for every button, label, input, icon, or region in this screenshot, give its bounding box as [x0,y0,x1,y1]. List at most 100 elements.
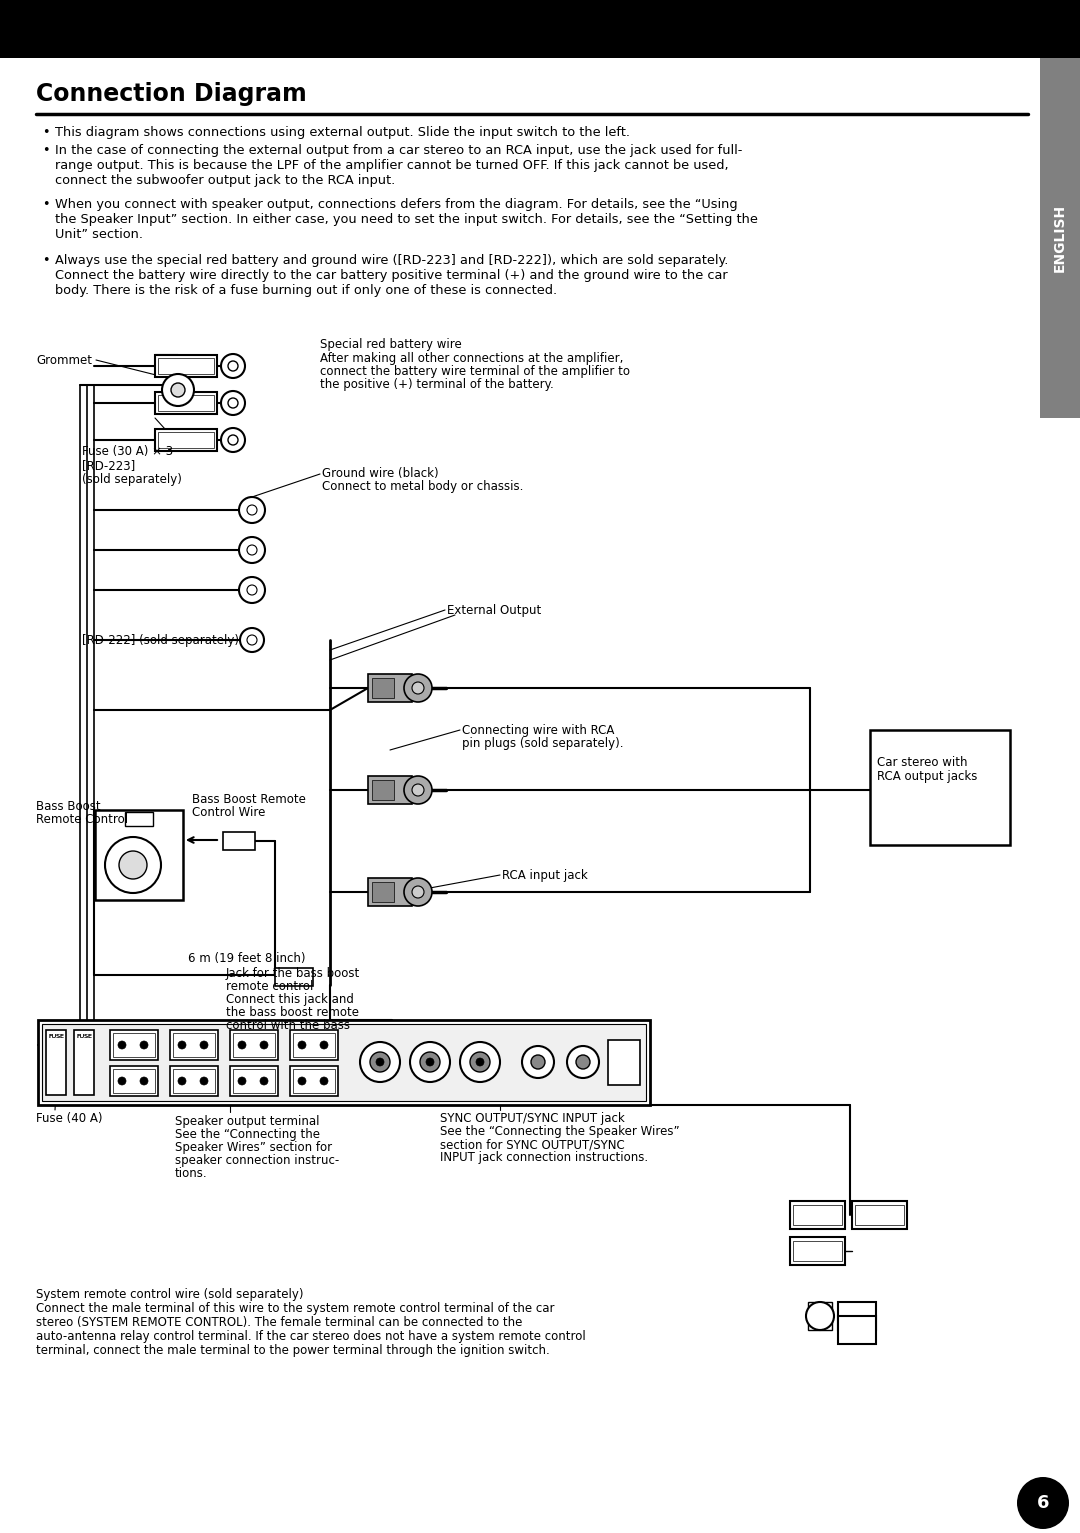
Text: In the case of connecting the external output from a car stereo to an RCA input,: In the case of connecting the external o… [55,144,742,156]
Circle shape [806,1302,834,1331]
Text: FUSE: FUSE [76,1033,92,1039]
Circle shape [228,399,238,408]
Text: Grommet: Grommet [36,354,92,366]
Circle shape [140,1041,148,1049]
Bar [158,359,214,374]
Bar [156,392,217,414]
Text: pin plugs (sold separately).: pin plugs (sold separately). [462,737,623,750]
Text: Bass Boost Remote: Bass Boost Remote [192,793,306,806]
Text: Control Wire: Control Wire [192,806,266,819]
Bar [125,812,153,826]
Text: This diagram shows connections using external output. Slide the input switch to : This diagram shows connections using ext… [55,126,630,140]
Bar [156,356,217,377]
Text: connect the battery wire terminal of the amplifier to: connect the battery wire terminal of the… [320,365,630,379]
Text: RCA input jack: RCA input jack [502,869,588,881]
Text: System remote control wire (sold separately): System remote control wire (sold separat… [36,1288,303,1302]
Circle shape [426,1058,434,1065]
Bar [291,1065,338,1096]
Text: Always use the special red battery and ground wire ([RD-223] and [RD-222]), whic: Always use the special red battery and g… [55,254,728,267]
Text: •: • [42,144,50,156]
Text: Connecting wire with RCA: Connecting wire with RCA [462,724,615,737]
Text: Connect to metal body or chassis.: Connect to metal body or chassis. [322,480,524,494]
Text: •: • [42,126,50,140]
Bar [173,1069,215,1093]
Text: the Speaker Input” section. In either case, you need to set the input switch. Fo: the Speaker Input” section. In either ca… [55,213,758,225]
Circle shape [140,1078,148,1085]
Circle shape [410,1042,450,1082]
Text: Connect the battery wire directly to the car battery positive terminal (+) and t: Connect the battery wire directly to the… [55,268,728,282]
Circle shape [404,675,432,702]
Bar [222,832,255,849]
Circle shape [239,497,265,523]
Circle shape [178,1041,186,1049]
Bar [275,967,313,986]
Text: Speaker Wires” section for: Speaker Wires” section for [175,1141,333,1154]
Text: remote control: remote control [226,980,313,993]
Text: [RD-223]: [RD-223] [82,458,135,472]
Bar [95,809,183,900]
Circle shape [1017,1476,1069,1528]
Text: tions.: tions. [175,1167,207,1180]
Text: stereo (SYSTEM REMOTE CONTROL). The female terminal can be connected to the: stereo (SYSTEM REMOTE CONTROL). The fema… [36,1315,523,1329]
Text: Connect the male terminal of this wire to the system remote control terminal of : Connect the male terminal of this wire t… [36,1302,554,1315]
Text: SYNC OUTPUT/SYNC INPUT jack: SYNC OUTPUT/SYNC INPUT jack [440,1111,624,1125]
Circle shape [370,1052,390,1072]
Circle shape [260,1078,268,1085]
Circle shape [460,1042,500,1082]
Circle shape [118,1041,126,1049]
Bar [1040,58,1080,419]
Circle shape [105,837,161,894]
Text: Bass Boost: Bass Boost [36,800,100,812]
Bar [233,1069,275,1093]
Circle shape [376,1058,384,1065]
Text: section for SYNC OUTPUT/SYNC: section for SYNC OUTPUT/SYNC [440,1137,624,1151]
Circle shape [247,546,257,555]
Circle shape [238,1041,246,1049]
Bar [233,1033,275,1056]
Bar [170,1030,218,1059]
Text: Fuse (40 A): Fuse (40 A) [36,1111,103,1125]
Bar [170,1065,218,1096]
Bar [368,878,411,906]
Bar [42,1024,646,1101]
Text: the positive (+) terminal of the battery.: the positive (+) terminal of the battery… [320,379,554,391]
Circle shape [320,1078,328,1085]
Bar [230,1065,278,1096]
Bar [372,881,394,901]
Text: speaker connection instruc-: speaker connection instruc- [175,1154,339,1167]
Circle shape [238,1078,246,1085]
Text: auto-antenna relay control terminal. If the car stereo does not have a system re: auto-antenna relay control terminal. If … [36,1331,585,1343]
Bar [110,1065,158,1096]
Circle shape [360,1042,400,1082]
Text: connect the subwoofer output jack to the RCA input.: connect the subwoofer output jack to the… [55,175,395,187]
Circle shape [567,1046,599,1078]
Circle shape [239,537,265,563]
Circle shape [247,586,257,595]
Text: Connect this jack and: Connect this jack and [226,993,354,1006]
Text: body. There is the risk of a fuse burning out if only one of these is connected.: body. There is the risk of a fuse burnin… [55,284,557,297]
Circle shape [221,391,245,415]
Circle shape [404,776,432,803]
Bar [838,1315,876,1344]
Text: FUSE: FUSE [76,1033,92,1039]
Circle shape [247,635,257,645]
Circle shape [221,428,245,452]
Bar [291,1030,338,1059]
Text: Special red battery wire: Special red battery wire [320,337,462,351]
Bar [372,678,394,698]
Text: FUSE: FUSE [49,1033,64,1039]
Circle shape [119,851,147,878]
Text: the bass boost remote: the bass boost remote [226,1006,359,1019]
Circle shape [240,629,264,652]
Text: [RD-222] (sold separately): [RD-222] (sold separately) [82,635,239,647]
Circle shape [320,1041,328,1049]
Bar [0,0,1080,58]
Text: •: • [42,254,50,267]
Text: RCA output jacks: RCA output jacks [877,770,977,783]
Text: Jack for the bass boost: Jack for the bass boost [226,967,361,980]
Circle shape [298,1041,306,1049]
Bar [789,1200,845,1229]
Text: When you connect with speaker output, connections defers from the diagram. For d: When you connect with speaker output, co… [55,198,738,212]
Text: Speaker output terminal: Speaker output terminal [175,1114,320,1128]
Text: External Output: External Output [447,604,541,616]
